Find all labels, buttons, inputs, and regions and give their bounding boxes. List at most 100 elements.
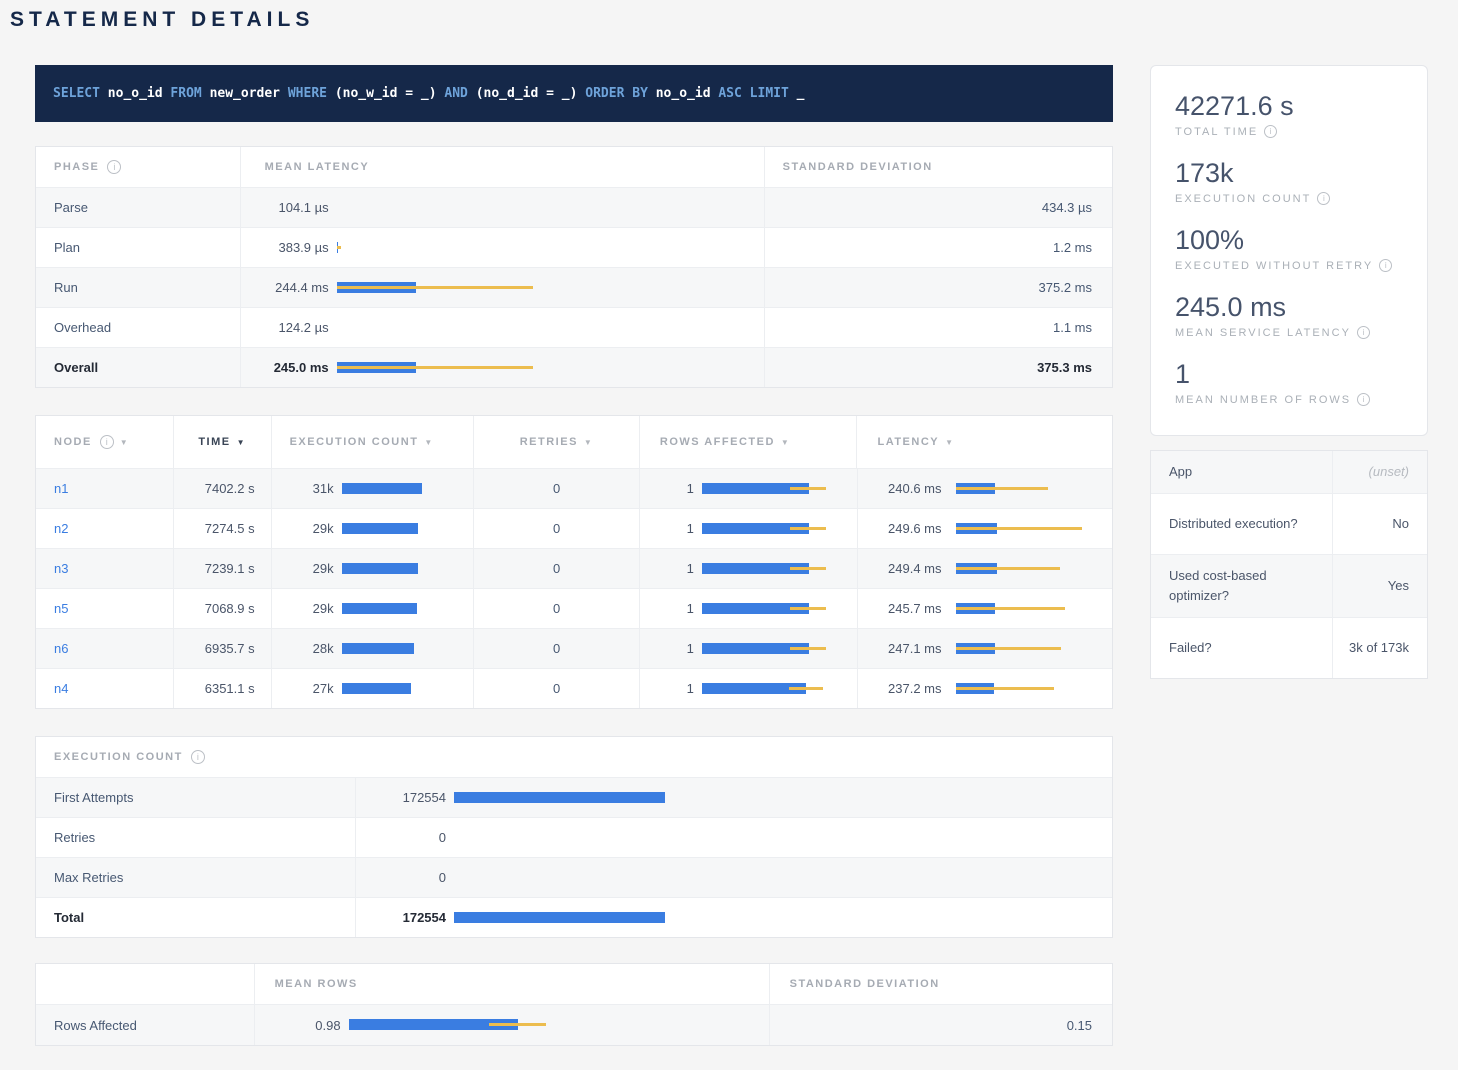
stat-value: 1: [1175, 358, 1403, 390]
mean-latency-value: 244.4 ms: [265, 280, 329, 295]
main-column: SELECT no_o_id FROM new_order WHERE (no_…: [35, 65, 1113, 1046]
phase-label: Overall: [36, 348, 241, 387]
detail-row-app: App (unset): [1151, 451, 1427, 493]
node-row: n1 7402.2 s 31k 0 1 240.6 ms: [36, 468, 1112, 508]
rows-affected-bar: [702, 678, 843, 700]
rows-affected-row: Rows Affected 0.98 0.15: [36, 1004, 1112, 1045]
node-row: n5 7068.9 s 29k 0 1 245.7 ms: [36, 588, 1112, 628]
exec-row-value: 0: [356, 830, 446, 845]
node-link[interactable]: n4: [54, 681, 68, 696]
rows-affected-value: 1: [652, 641, 694, 656]
rows-affected-bar: [702, 638, 843, 660]
time-column-label: TIME: [198, 436, 230, 448]
node-link[interactable]: n3: [54, 561, 68, 576]
sql-keyword: AND: [437, 86, 476, 101]
retries-column-header[interactable]: RETRIES▼: [474, 416, 640, 468]
mean-rows-column-header: MEAN ROWS: [255, 964, 770, 1004]
latency-bar: [956, 478, 1103, 500]
execution-count-bar: [342, 558, 456, 580]
info-icon[interactable]: i: [1357, 393, 1370, 406]
info-icon[interactable]: i: [100, 435, 114, 449]
execution-count-column-header[interactable]: EXECUTION COUNT▼: [272, 416, 475, 468]
rows-affected-table: MEAN ROWS STANDARD DEVIATION Rows Affect…: [35, 963, 1113, 1046]
exec-row-total: Total 172554: [36, 897, 1112, 937]
sql-keyword: ORDER BY: [577, 86, 655, 101]
exec-row-label: First Attempts: [36, 778, 356, 817]
phase-label: Run: [36, 268, 241, 307]
stat-executed-without-retry: 100% EXECUTED WITHOUT RETRY i: [1175, 224, 1403, 272]
time-value: 6935.7 s: [205, 641, 255, 656]
empty-header-cell: [36, 964, 255, 1004]
node-row: n2 7274.5 s 29k 0 1 249.6 ms: [36, 508, 1112, 548]
mean-latency-value: 383.9 µs: [265, 240, 329, 255]
execution-count-value: 29k: [282, 561, 334, 576]
execution-count-value: 28k: [282, 641, 334, 656]
exec-row-bar: [454, 867, 1092, 889]
node-table: NODE i ▼ TIME▼ EXECUTION COUNT▼ RETRIES▼ R…: [35, 415, 1113, 709]
detail-label: Distributed execution?: [1151, 494, 1333, 554]
phase-label: Plan: [36, 228, 241, 267]
detail-label: App: [1151, 451, 1333, 493]
stat-value: 42271.6 s: [1175, 90, 1403, 122]
execution-count-bar: [342, 638, 456, 660]
info-icon[interactable]: i: [107, 160, 121, 174]
execution-count-bar: [342, 678, 456, 700]
stat-value: 173k: [1175, 157, 1403, 189]
phase-label: Overhead: [36, 308, 241, 347]
stat-label: MEAN SERVICE LATENCY: [1175, 327, 1351, 339]
phase-label: Parse: [36, 188, 241, 227]
exec-row: Max Retries 0: [36, 857, 1112, 897]
stddev-column-header: STANDARD DEVIATION: [770, 964, 1112, 1004]
exec-row-value: 172554: [356, 790, 446, 805]
info-icon[interactable]: i: [1357, 326, 1370, 339]
phase-row: Run 244.4 ms 375.2 ms: [36, 267, 1112, 307]
phase-row: Overhead 124.2 µs 1.1 ms: [36, 307, 1112, 347]
exec-row-value: 0: [356, 870, 446, 885]
info-icon[interactable]: i: [1317, 192, 1330, 205]
rows-affected-value: 1: [652, 481, 694, 496]
node-link[interactable]: n6: [54, 641, 68, 656]
info-icon[interactable]: i: [191, 750, 205, 764]
node-column-label: NODE: [54, 436, 92, 448]
node-link[interactable]: n5: [54, 601, 68, 616]
latency-value: 240.6 ms: [870, 481, 942, 496]
sort-desc-icon: ▼: [120, 438, 129, 447]
latency-column-header[interactable]: LATENCY▼: [857, 416, 1112, 468]
sql-statement: SELECT no_o_id FROM new_order WHERE (no_…: [53, 86, 804, 101]
rows-affected-table-header: MEAN ROWS STANDARD DEVIATION: [36, 964, 1112, 1004]
exec-row-bar: [454, 787, 1092, 809]
stat-value: 100%: [1175, 224, 1403, 256]
stddev-value: 375.3 ms: [765, 348, 1112, 387]
node-link[interactable]: n1: [54, 481, 68, 496]
rows-affected-column-header[interactable]: ROWS AFFECTED▼: [640, 416, 858, 468]
latency-bar: [337, 237, 754, 259]
mean-rows-bar: [349, 1014, 761, 1036]
node-row: n4 6351.1 s 27k 0 1 237.2 ms: [36, 668, 1112, 708]
phase-table-header: PHASEi MEAN LATENCY STANDARD DEVIATION: [36, 147, 1112, 187]
stat-label: EXECUTED WITHOUT RETRY: [1175, 260, 1373, 272]
rows-affected-value: 1: [652, 561, 694, 576]
detail-value: (unset): [1369, 462, 1409, 482]
time-column-header[interactable]: TIME▼: [174, 416, 272, 468]
node-link[interactable]: n2: [54, 521, 68, 536]
exec-row-bar: [454, 907, 1092, 929]
execution-count-column-label: EXECUTION COUNT: [290, 436, 419, 448]
detail-label: Used cost-based optimizer?: [1151, 555, 1333, 617]
latency-bar: [956, 678, 1103, 700]
stats-card: 42271.6 s TOTAL TIMEi 173k EXECUTION COU…: [1150, 65, 1428, 436]
stat-label: MEAN NUMBER OF ROWS: [1175, 394, 1351, 406]
phase-row: Parse 104.1 µs 434.3 µs: [36, 187, 1112, 227]
execution-count-value: 29k: [282, 601, 334, 616]
execution-count-table: EXECUTION COUNTi First Attempts 172554 R…: [35, 736, 1113, 938]
execution-count-bar: [342, 518, 456, 540]
info-icon[interactable]: i: [1264, 125, 1277, 138]
rows-affected-bar: [702, 598, 843, 620]
info-icon[interactable]: i: [1379, 259, 1392, 272]
sql-identifier: (no_w_id = _): [335, 86, 437, 101]
stat-label: TOTAL TIME: [1175, 126, 1258, 138]
latency-value: 245.7 ms: [870, 601, 942, 616]
retries-value: 0: [474, 669, 640, 708]
rows-affected-column-label: ROWS AFFECTED: [660, 436, 775, 448]
node-column-header[interactable]: NODE i ▼: [36, 416, 174, 468]
mean-rows-value: 0.98: [275, 1018, 341, 1033]
